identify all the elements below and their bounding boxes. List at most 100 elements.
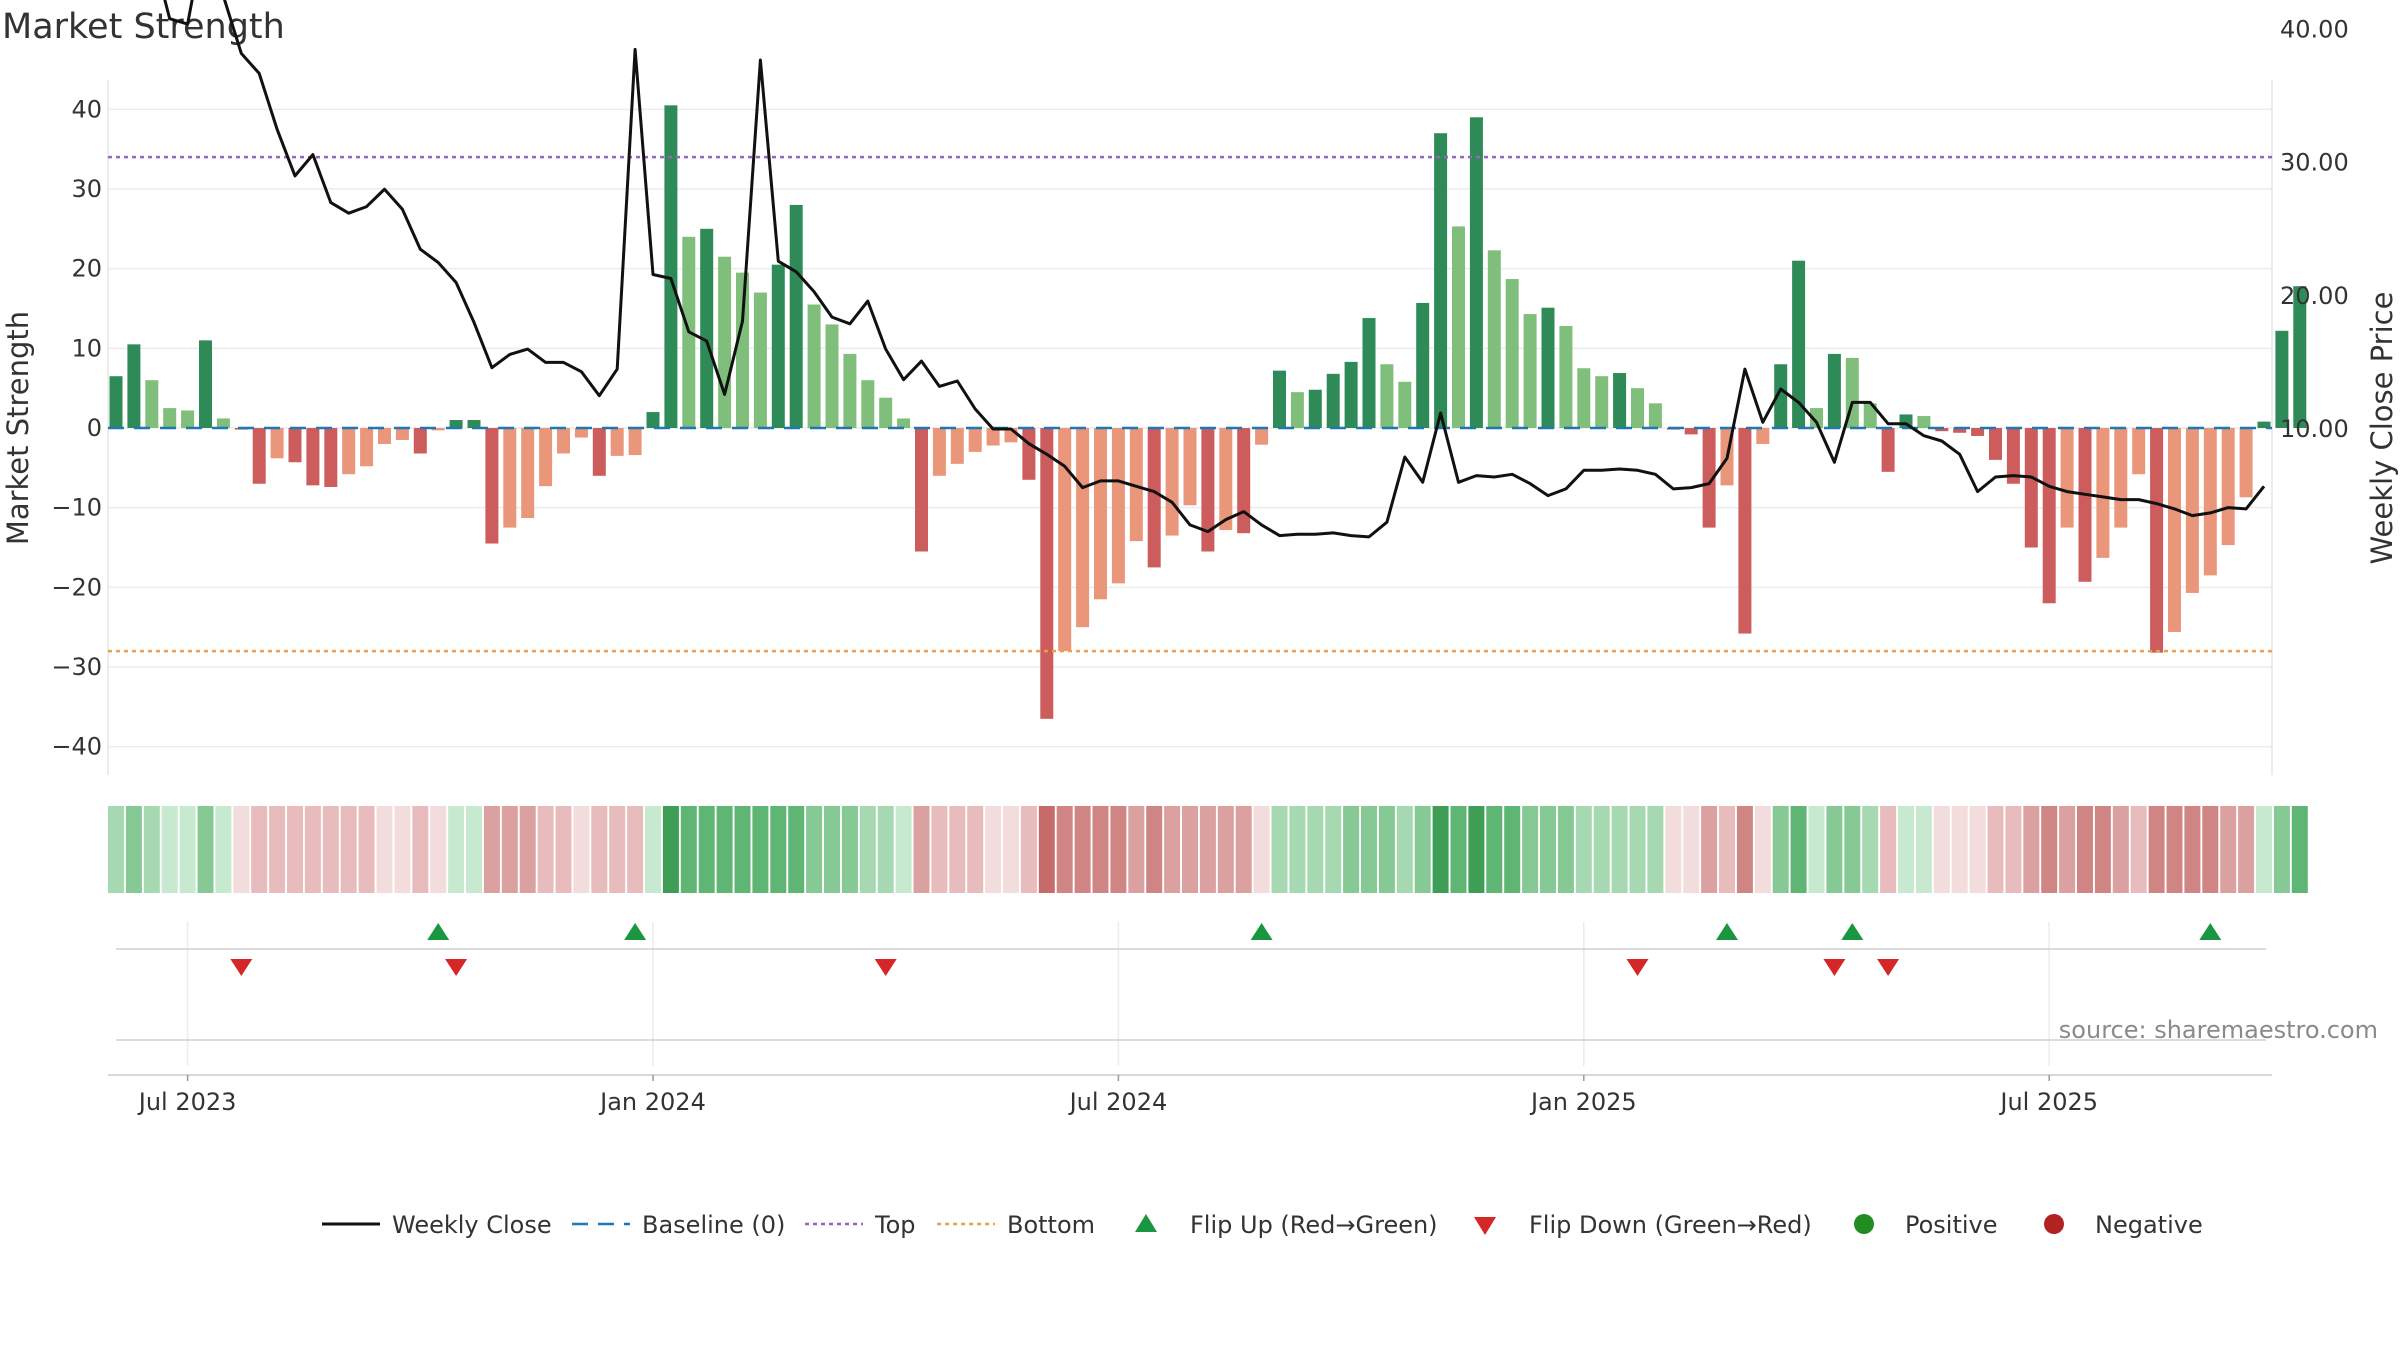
strength-bar	[1094, 428, 1107, 600]
strength-cell	[1951, 806, 1968, 893]
x-tick-label: Jul 2023	[137, 1088, 237, 1116]
strength-cell	[1647, 806, 1664, 893]
strength-cell	[1003, 806, 1019, 893]
strength-bar	[1344, 361, 1358, 428]
strength-bar	[360, 428, 374, 467]
bar-series	[109, 105, 2307, 719]
strength-bar	[1326, 373, 1340, 428]
strength-bar	[145, 380, 159, 428]
strength-cell	[1844, 806, 1861, 893]
strength-bar	[109, 376, 123, 428]
strength-bar	[216, 418, 230, 428]
y2-tick-label: 40.00	[2280, 15, 2349, 43]
strength-bar	[1469, 117, 1483, 429]
strength-cell	[573, 806, 590, 893]
strength-cell	[716, 806, 733, 893]
reference-lines	[108, 155, 2272, 653]
strength-cell	[2148, 806, 2165, 893]
strength-bar	[1648, 403, 1662, 428]
strength-bar	[861, 380, 875, 428]
strength-bar	[1595, 376, 1609, 428]
strength-bar	[2275, 330, 2289, 428]
strength-bar	[306, 428, 320, 486]
strength-cell	[1199, 806, 1216, 893]
y-tick-label: 10	[71, 334, 102, 362]
y-tick-label: 0	[87, 414, 102, 442]
strength-bar	[252, 428, 266, 484]
strength-bar	[1219, 428, 1233, 530]
y-axis-label: Market Strength	[1, 311, 35, 545]
strength-bar	[1738, 428, 1752, 634]
strength-cell	[2005, 806, 2022, 893]
strength-bar	[2096, 428, 2110, 558]
strength-cell	[1665, 806, 1682, 893]
strength-cell	[734, 806, 751, 893]
strength-cell	[430, 806, 447, 893]
strength-cell	[340, 806, 357, 893]
strength-cell	[1593, 806, 1610, 893]
strength-cell	[1772, 806, 1789, 893]
strength-bar	[1523, 314, 1537, 428]
strength-bar	[395, 428, 409, 440]
strength-cell	[913, 806, 930, 893]
strength-bar	[1505, 279, 1519, 428]
strength-cell	[1540, 806, 1556, 893]
strength-cell	[859, 806, 876, 893]
strength-cell	[251, 806, 268, 893]
strength-bar	[270, 428, 284, 459]
strength-bar	[1684, 428, 1698, 435]
x-ticks: Jul 2023 Jan 2024 Jul 2024 Jan 2025 Jul 2025	[137, 1075, 2098, 1116]
strength-cell	[466, 806, 482, 893]
strength-cell	[949, 806, 966, 893]
y-tick-label: 40	[71, 95, 102, 123]
strength-cell	[1361, 806, 1377, 893]
strength-bar	[1827, 353, 1841, 428]
strength-cell	[1396, 806, 1413, 893]
legend-label: Flip Down (Green→Red)	[1529, 1211, 1812, 1239]
source-credit: source: sharemaestro.com	[2059, 1016, 2378, 1044]
strength-cell	[179, 806, 196, 893]
strength-cell	[287, 806, 303, 893]
strength-bar	[2060, 428, 2074, 528]
strength-cell	[1486, 806, 1503, 893]
legend-label: Bottom	[1007, 1211, 1095, 1239]
y-tick-label: 30	[71, 175, 102, 203]
strength-cell	[1987, 806, 2004, 893]
strength-bar	[825, 324, 839, 428]
strength-bar	[646, 412, 660, 428]
strength-cell	[1504, 806, 1521, 893]
strength-cell	[322, 806, 339, 893]
strength-cell	[2059, 806, 2076, 893]
strength-bar	[986, 428, 1000, 446]
strength-bar	[610, 428, 624, 456]
strength-cell	[1414, 806, 1431, 893]
legend-label: Flip Up (Red→Green)	[1190, 1211, 1438, 1239]
strength-bar	[2293, 286, 2307, 428]
y-tick-label: −30	[51, 653, 102, 681]
strength-bar	[592, 428, 606, 476]
strength-bar	[718, 256, 732, 428]
strength-bar	[1702, 428, 1716, 528]
strength-bar	[843, 353, 857, 428]
flip-down-marker	[230, 959, 253, 976]
strength-cell	[1056, 806, 1073, 893]
legend: Weekly Close Baseline (0) Top Bottom Flip Up…	[322, 1211, 2203, 1239]
strength-cell	[1253, 806, 1270, 893]
strength-cell	[358, 806, 375, 893]
strength-bar	[1989, 428, 2002, 460]
strength-cell	[698, 806, 715, 893]
strength-cell	[1915, 806, 1932, 893]
flip-down-marker	[445, 959, 468, 976]
strength-bar	[1810, 408, 1823, 428]
strength-bar	[1971, 428, 1985, 436]
y2-axis-label: Weekly Close Price	[2365, 292, 2399, 565]
strength-bar	[968, 428, 982, 452]
strength-bar	[1398, 381, 1412, 428]
strength-cell	[806, 806, 823, 893]
y-tick-label: 20	[71, 255, 102, 283]
flip-up-marker	[624, 923, 647, 940]
strength-bar	[342, 428, 356, 475]
strength-cell	[555, 806, 572, 893]
strength-cell	[895, 806, 912, 893]
